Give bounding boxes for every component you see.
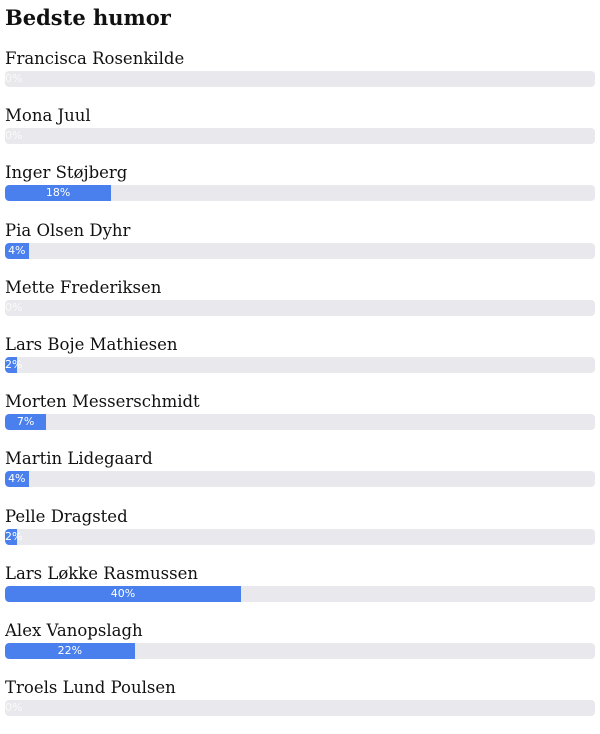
progress-fill	[5, 642, 135, 659]
progress-bar: 2%	[5, 356, 595, 373]
candidate-name: Lars Løkke Rasmussen	[5, 563, 198, 583]
candidate-name: Lars Boje Mathiesen	[5, 334, 178, 354]
candidate-name: Morten Messerschmidt	[5, 392, 200, 412]
progress-bar: 7%	[5, 414, 595, 431]
percent-label: 4%	[8, 472, 26, 486]
candidate-name: Alex Vanopslagh	[5, 620, 143, 640]
poll-title: Bedste humor	[5, 5, 171, 30]
progress-fill	[5, 414, 47, 431]
percent-label: 2%	[5, 357, 23, 371]
progress-bar: 22%	[5, 642, 595, 659]
percent-label: 18%	[45, 186, 71, 200]
progress-fill	[5, 185, 112, 202]
candidate-name: Pia Olsen Dyhr	[5, 220, 131, 240]
percent-label: 0%	[5, 300, 23, 314]
progress-fill	[5, 356, 17, 373]
candidate-name: Inger Støjberg	[5, 163, 128, 183]
result-row: Alex Vanopslagh 22%	[5, 620, 595, 677]
candidate-name: Mona Juul	[5, 106, 91, 126]
candidate-name: Mette Frederiksen	[5, 277, 162, 297]
progress-fill	[5, 585, 241, 602]
result-row: Lars Løkke Rasmussen 40%	[5, 563, 595, 620]
percent-label: 0%	[5, 701, 23, 715]
result-row: Pelle Dragsted 2%	[5, 506, 595, 563]
result-row: Mona Juul 0%	[5, 105, 595, 162]
percent-label: 0%	[5, 129, 23, 143]
candidate-name: Troels Lund Poulsen	[5, 678, 176, 698]
progress-bar: 2%	[5, 528, 595, 545]
progress-bar: 4%	[5, 242, 595, 259]
percent-label: 7%	[16, 415, 35, 429]
progress-bar: 0%	[5, 128, 595, 145]
result-row: Morten Messerschmidt 7%	[5, 391, 595, 448]
progress-bar: 4%	[5, 471, 595, 488]
results-list: Francisca Rosenkilde 0% Mona Juul 0% Ing…	[5, 48, 595, 734]
percent-label: 40%	[110, 586, 136, 600]
candidate-name: Pelle Dragsted	[5, 506, 128, 526]
percent-label: 22%	[57, 643, 83, 657]
progress-bar: 0%	[5, 299, 595, 316]
percent-label: 4%	[8, 243, 26, 257]
result-row: Inger Støjberg 18%	[5, 162, 595, 219]
result-row: Mette Frederiksen 0%	[5, 277, 595, 334]
progress-bar: 40%	[5, 585, 595, 602]
result-row: Lars Boje Mathiesen 2%	[5, 334, 595, 391]
progress-fill	[5, 528, 17, 545]
progress-bar: 0%	[5, 71, 595, 87]
result-row: Martin Lidegaard 4%	[5, 448, 595, 505]
result-row: Troels Lund Poulsen 0%	[5, 677, 595, 734]
percent-label: 2%	[5, 529, 23, 543]
progress-fill	[5, 242, 29, 259]
candidate-name: Francisca Rosenkilde	[5, 49, 185, 68]
result-row: Francisca Rosenkilde 0%	[5, 48, 595, 105]
progress-bar: 18%	[5, 185, 595, 202]
result-row: Pia Olsen Dyhr 4%	[5, 220, 595, 277]
progress-bar: 0%	[5, 700, 595, 717]
percent-label: 0%	[5, 72, 23, 85]
candidate-name: Martin Lidegaard	[5, 449, 153, 469]
progress-fill	[5, 471, 29, 488]
